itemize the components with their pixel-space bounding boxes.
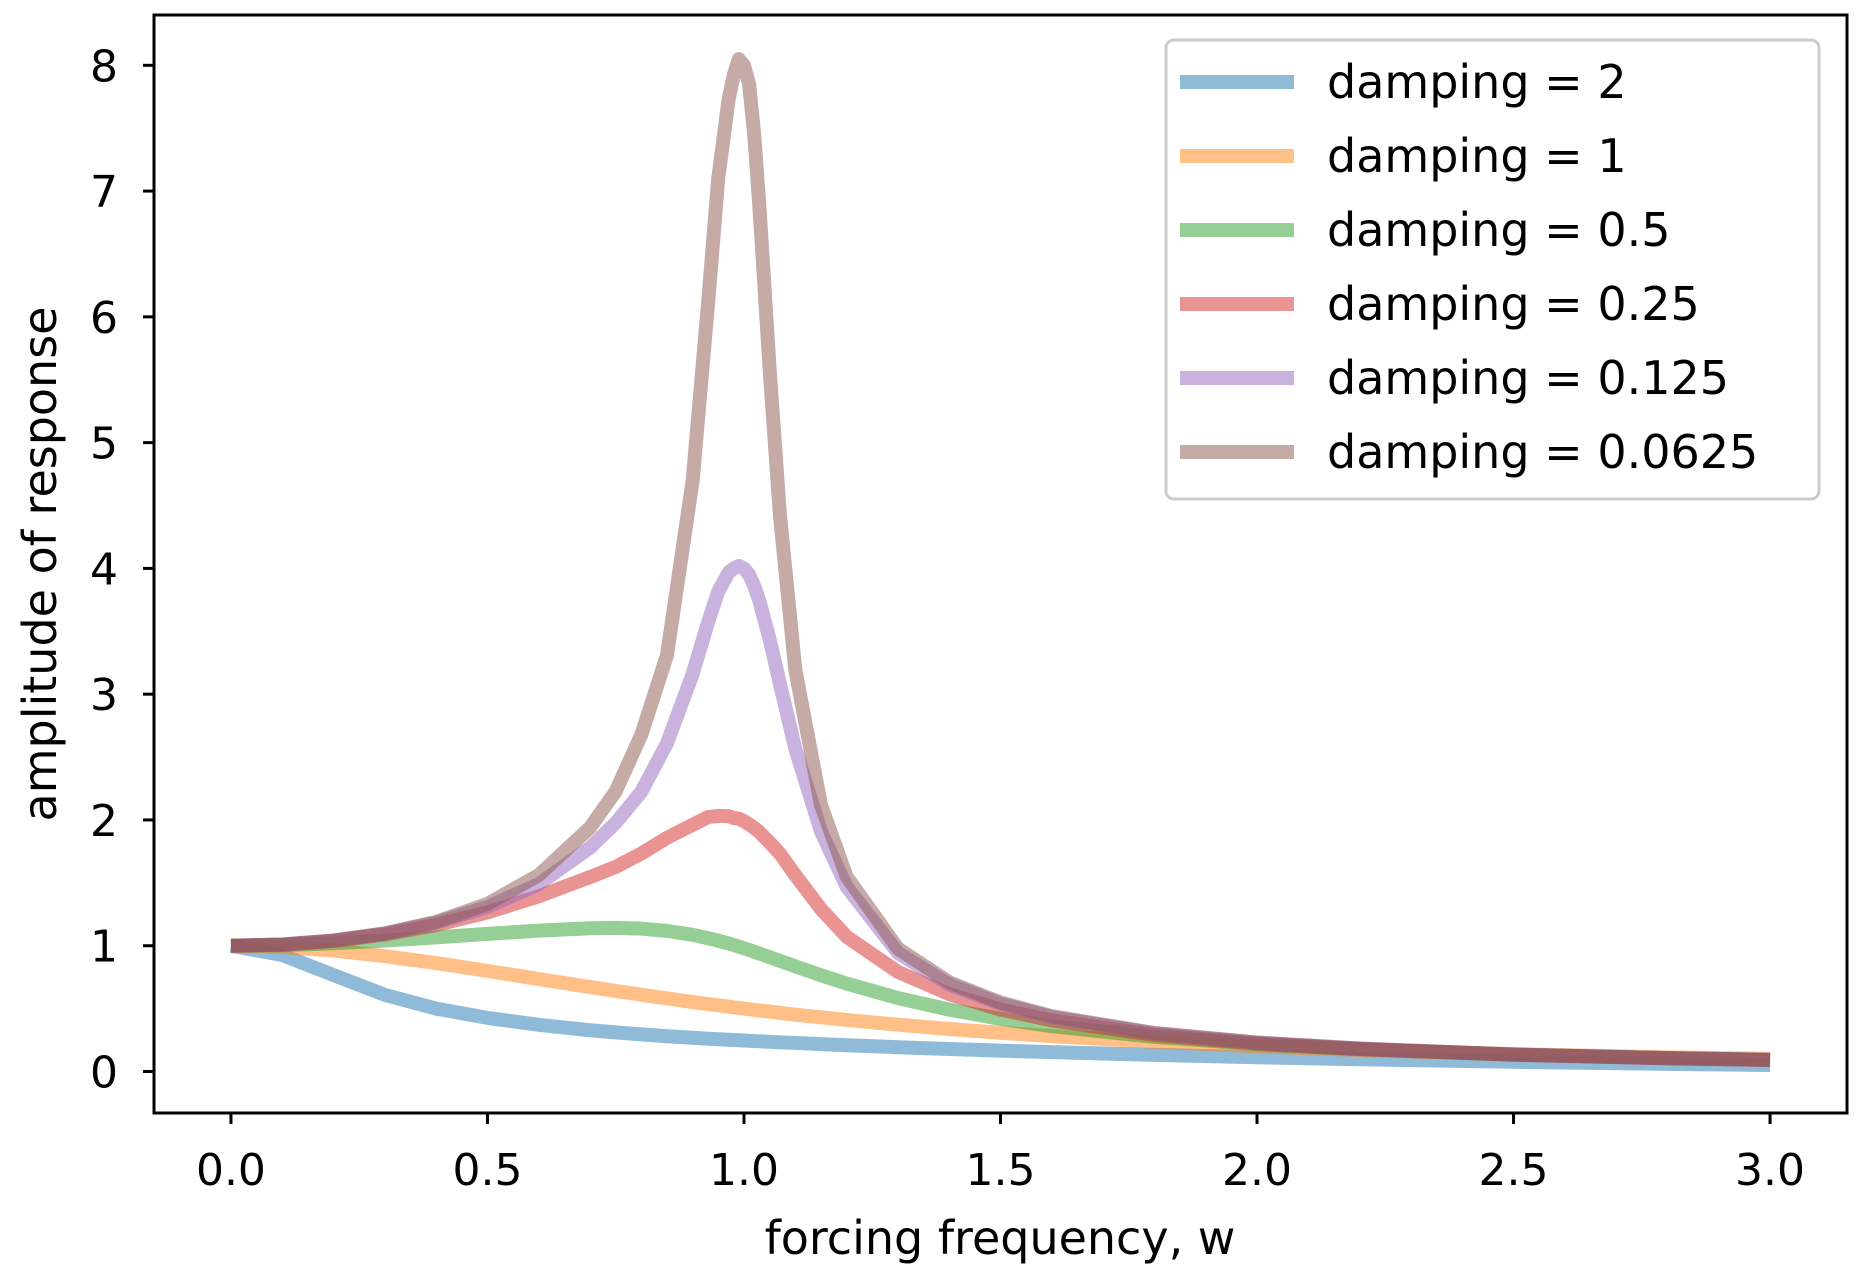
x-tick-label: 0.0 bbox=[196, 1145, 266, 1196]
y-tick-label: 4 bbox=[90, 544, 118, 595]
plot-area bbox=[229, 52, 1771, 1072]
x-tick-label: 1.0 bbox=[709, 1145, 779, 1196]
y-tick-label: 3 bbox=[90, 670, 118, 721]
legend: damping = 2 damping = 1 damping = 0.5 dampi… bbox=[1164, 38, 1821, 501]
legend-label: damping = 0.25 bbox=[1327, 277, 1700, 331]
series-line-0 bbox=[229, 938, 1771, 1072]
legend-label: damping = 1 bbox=[1327, 129, 1627, 183]
legend-label: damping = 0.5 bbox=[1327, 203, 1670, 257]
y-axis-label: amplitude of response bbox=[13, 307, 67, 822]
y-axis: 0 1 2 3 4 5 6 7 8 bbox=[90, 41, 154, 1098]
legend-label: damping = 2 bbox=[1327, 55, 1627, 109]
x-tick-label: 3.0 bbox=[1735, 1145, 1805, 1196]
legend-box bbox=[1164, 38, 1821, 501]
y-tick-label: 7 bbox=[90, 167, 118, 218]
series-line-5 bbox=[230, 52, 1771, 1067]
x-tick-label: 2.5 bbox=[1479, 1145, 1549, 1196]
x-tick-label: 0.5 bbox=[452, 1145, 522, 1196]
x-axis-label: forcing frequency, w bbox=[765, 1211, 1236, 1265]
y-tick-label: 5 bbox=[90, 419, 118, 470]
x-tick-label: 2.0 bbox=[1222, 1145, 1292, 1196]
y-tick-label: 8 bbox=[90, 41, 118, 92]
y-tick-label: 6 bbox=[90, 293, 118, 344]
series-line-1 bbox=[230, 938, 1771, 1066]
legend-label: damping = 0.0625 bbox=[1327, 425, 1758, 479]
y-tick-label: 2 bbox=[90, 796, 118, 847]
y-tick-label: 1 bbox=[90, 922, 118, 973]
x-axis: 0.0 0.5 1.0 1.5 2.0 2.5 3.0 bbox=[196, 1113, 1805, 1196]
y-tick-label: 0 bbox=[90, 1047, 118, 1098]
x-tick-label: 1.5 bbox=[966, 1145, 1036, 1196]
legend-label: damping = 0.125 bbox=[1327, 351, 1729, 405]
